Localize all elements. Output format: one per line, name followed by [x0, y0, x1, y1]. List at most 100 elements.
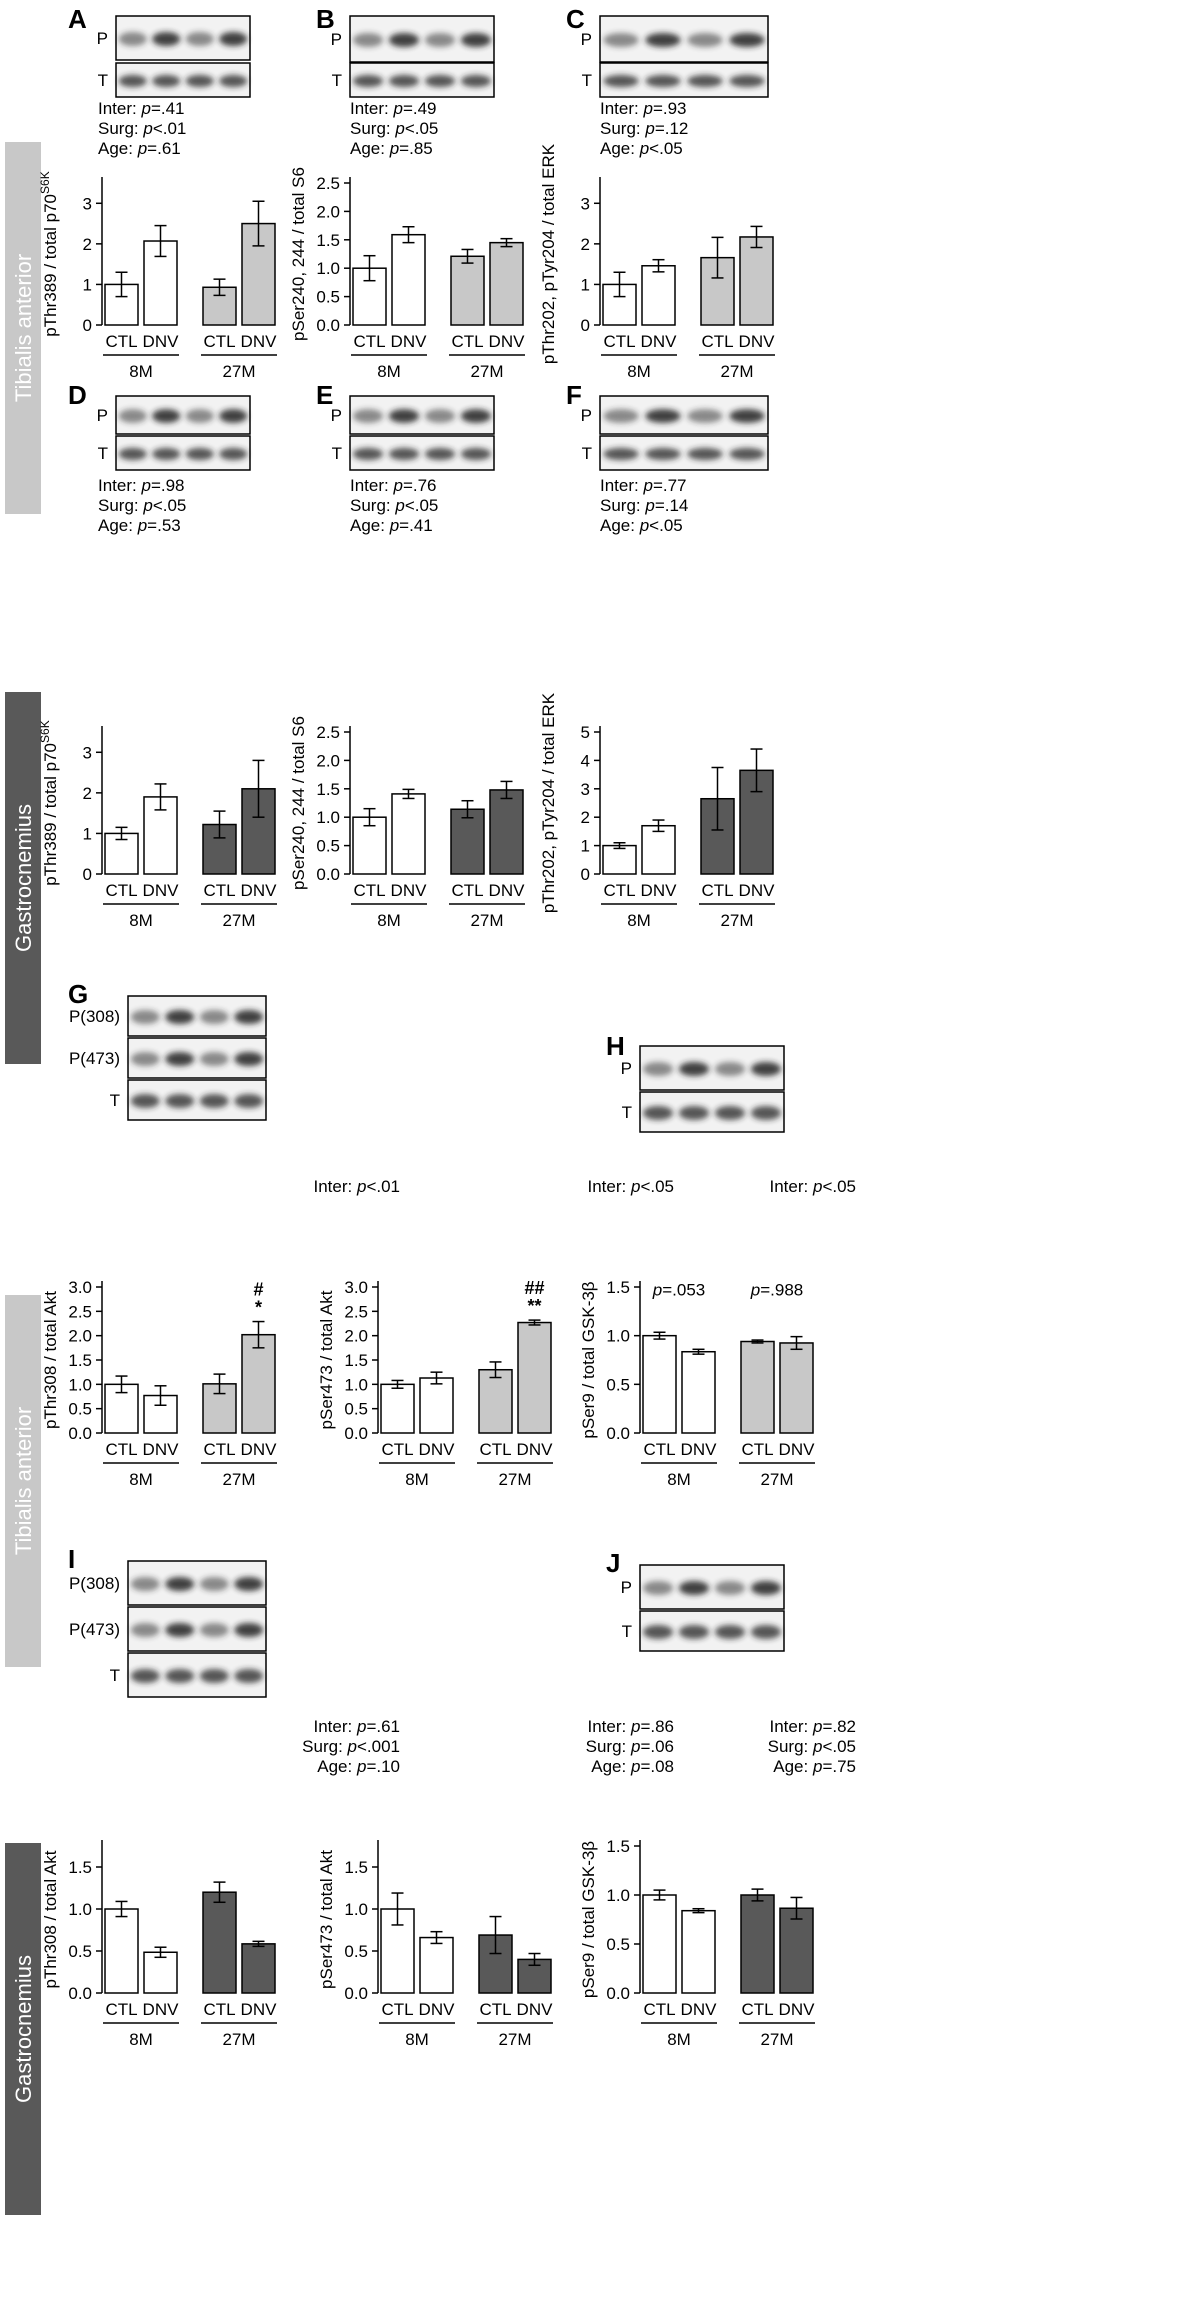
x-tick-label: CTL	[643, 2000, 675, 2019]
blot-band	[678, 1106, 710, 1120]
y-tick-label: 0.0	[316, 316, 340, 335]
group-label: 27M	[222, 1470, 255, 1489]
western-blot: T	[622, 1610, 785, 1652]
blot-band	[199, 1669, 229, 1683]
group-label: 27M	[760, 1470, 793, 1489]
x-tick-label: CTL	[381, 1440, 413, 1459]
y-axis-label: pSer9 / total GSK-3β	[579, 1841, 598, 1998]
y-tick-label: 1.5	[344, 1858, 368, 1877]
significance-mark: *	[255, 1298, 262, 1318]
bar	[602, 844, 637, 875]
y-axis-label: pSer473 / total Akt	[317, 1850, 336, 1989]
y-tick-label: 1	[83, 275, 92, 294]
bar	[641, 824, 676, 875]
blot-band	[130, 1669, 160, 1683]
y-tick-label: 0.0	[68, 1984, 92, 2003]
group-label: 27M	[498, 2030, 531, 2049]
y-tick-label: 0.0	[606, 1424, 630, 1443]
western-blot: P	[331, 15, 495, 63]
y-tick-label: 1	[83, 824, 92, 843]
y-tick-label: 0.0	[606, 1984, 630, 2003]
blot-band	[185, 409, 214, 423]
blot-band	[603, 33, 639, 47]
x-tick-label: CTL	[479, 2000, 511, 2019]
x-tick-label: CTL	[353, 332, 385, 351]
x-tick-label: DNV	[143, 2000, 180, 2019]
x-tick-label: CTL	[381, 2000, 413, 2019]
bar	[740, 1894, 775, 1994]
bar	[740, 1340, 775, 1434]
western-blot: T	[110, 1079, 267, 1121]
bar	[104, 832, 139, 875]
blot-band	[352, 74, 384, 88]
x-tick-label: DNV	[641, 881, 678, 900]
y-tick-label: 1.0	[316, 259, 340, 278]
side-label-gastrocnemius-bottom: Gastrocnemius	[11, 1955, 36, 2103]
bar	[143, 240, 178, 326]
blot-band	[460, 33, 492, 47]
blot-band	[424, 447, 456, 461]
x-tick-label: DNV	[241, 332, 278, 351]
blot-label: T	[582, 444, 592, 463]
group-label: 8M	[129, 362, 153, 381]
y-tick-label: 1.5	[344, 1351, 368, 1370]
y-tick-label: 1.0	[68, 1900, 92, 1919]
blot-band	[152, 447, 181, 461]
y-tick-label: 0.5	[606, 1935, 630, 1954]
y-axis-label: pThr202, pTyr204 / total ERK	[539, 692, 558, 913]
blot-band	[678, 1062, 710, 1076]
blot-label: T	[98, 444, 108, 463]
blot-band	[729, 74, 765, 88]
western-blot: P	[97, 15, 251, 61]
y-tick-label: 2.0	[316, 751, 340, 770]
blot-label: T	[332, 71, 342, 90]
blot-band	[219, 409, 248, 423]
x-tick-label: DNV	[517, 1440, 554, 1459]
side-band-gastrocnemius-top	[5, 692, 41, 1064]
pair-annotation: p=.053	[652, 1281, 705, 1300]
blot-label: T	[622, 1103, 632, 1122]
group-label: 27M	[720, 362, 753, 381]
x-tick-label: CTL	[105, 2000, 137, 2019]
group-label: 8M	[377, 362, 401, 381]
blot-band	[424, 409, 456, 423]
bar	[681, 1909, 716, 1994]
y-axis-label: pThr389 / total p70S6K	[38, 720, 60, 885]
stat-line: Age: p<.05	[600, 516, 683, 535]
y-tick-label: 0.5	[68, 1400, 92, 1419]
blot-band	[750, 1625, 782, 1639]
stat-line: Age: p=.75	[773, 1757, 856, 1776]
panel-letter: F	[566, 380, 582, 410]
bar	[779, 1342, 814, 1434]
stat-line: Age: p=.10	[317, 1757, 400, 1776]
western-blot: P	[621, 1564, 785, 1610]
blot-label: P	[581, 406, 592, 425]
blot-band	[352, 33, 384, 47]
significance-mark: #	[253, 1280, 263, 1300]
group-label: 8M	[627, 362, 651, 381]
y-tick-label: 3	[581, 780, 590, 799]
x-tick-label: CTL	[701, 881, 733, 900]
panel-letter: E	[316, 380, 333, 410]
blot-band	[234, 1623, 264, 1637]
group-label: 27M	[720, 911, 753, 930]
panel-letter: H	[606, 1031, 625, 1061]
blot-label: P(473)	[69, 1620, 120, 1639]
x-tick-label: CTL	[203, 881, 235, 900]
side-band-tibialis-bottom	[5, 1295, 41, 1667]
x-tick-label: DNV	[779, 2000, 816, 2019]
pair-annotation: p=.988	[750, 1281, 803, 1300]
y-tick-label: 0	[83, 865, 92, 884]
bar	[202, 286, 237, 326]
blot-band	[388, 33, 420, 47]
x-tick-label: DNV	[739, 332, 776, 351]
y-tick-label: 1.0	[344, 1900, 368, 1919]
stat-line: Surg: p<.001	[302, 1737, 400, 1756]
x-tick-label: CTL	[105, 332, 137, 351]
group-label: 8M	[129, 911, 153, 930]
bar	[642, 1334, 677, 1434]
stat-line: Inter: p<.01	[314, 1177, 401, 1196]
bar	[391, 233, 426, 326]
panel-letter: C	[566, 4, 585, 34]
